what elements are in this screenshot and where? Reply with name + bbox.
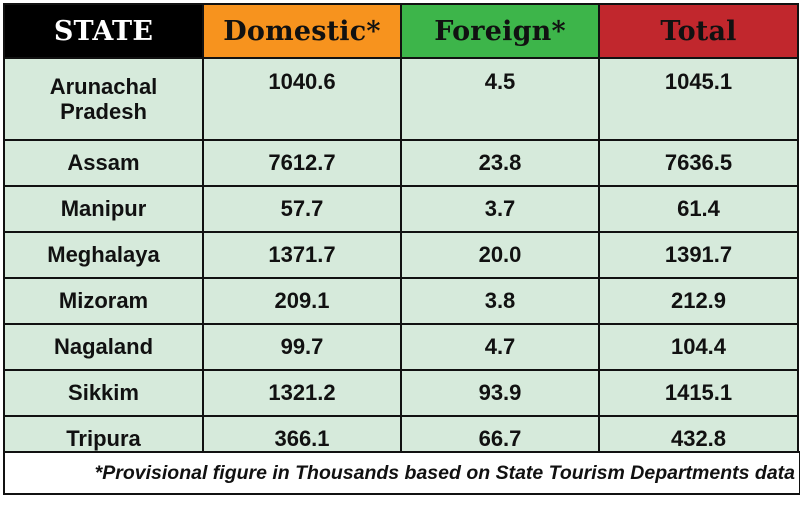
foreign-cell: 23.8 (400, 139, 600, 187)
foreign-cell: 3.7 (400, 185, 600, 233)
total-cell: 212.9 (598, 277, 799, 325)
state-cell: Arunachal Pradesh (3, 57, 204, 141)
foreign-cell: 3.8 (400, 277, 600, 325)
table-row: Arunachal Pradesh 1040.6 4.5 1045.1 (3, 57, 799, 141)
total-cell: 1045.1 (598, 57, 799, 141)
foreign-cell: 93.9 (400, 369, 600, 417)
column-header-foreign: Foreign* (400, 3, 600, 59)
domestic-cell: 7612.7 (202, 139, 402, 187)
domestic-cell: 57.7 (202, 185, 402, 233)
table-row: Manipur 57.7 3.7 61.4 (3, 185, 799, 233)
table-row: Meghalaya 1371.7 20.0 1391.7 (3, 231, 799, 279)
state-cell: Mizoram (3, 277, 204, 325)
domestic-cell: 1321.2 (202, 369, 402, 417)
table-row: Nagaland 99.7 4.7 104.4 (3, 323, 799, 371)
total-cell: 104.4 (598, 323, 799, 371)
table-row: Assam 7612.7 23.8 7636.5 (3, 139, 799, 187)
foreign-cell: 4.7 (400, 323, 600, 371)
tourist-arrivals-table: STATE Domestic* Foreign* Total Arunachal… (3, 3, 799, 463)
state-cell: Meghalaya (3, 231, 204, 279)
total-cell: 1391.7 (598, 231, 799, 279)
domestic-cell: 99.7 (202, 323, 402, 371)
state-cell: Sikkim (3, 369, 204, 417)
state-cell: Nagaland (3, 323, 204, 371)
foreign-cell: 4.5 (400, 57, 600, 141)
table-row: Mizoram 209.1 3.8 212.9 (3, 277, 799, 325)
state-cell: Assam (3, 139, 204, 187)
state-cell: Manipur (3, 185, 204, 233)
domestic-cell: 209.1 (202, 277, 402, 325)
table-header-row: STATE Domestic* Foreign* Total (3, 3, 799, 59)
foreign-cell: 20.0 (400, 231, 600, 279)
total-cell: 61.4 (598, 185, 799, 233)
column-header-state: STATE (3, 3, 204, 59)
table-row: Sikkim 1321.2 93.9 1415.1 (3, 369, 799, 417)
total-cell: 7636.5 (598, 139, 799, 187)
column-header-total: Total (598, 3, 799, 59)
column-header-domestic: Domestic* (202, 3, 402, 59)
footnote: *Provisional figure in Thousands based o… (3, 451, 800, 495)
total-cell: 1415.1 (598, 369, 799, 417)
domestic-cell: 1040.6 (202, 57, 402, 141)
domestic-cell: 1371.7 (202, 231, 402, 279)
